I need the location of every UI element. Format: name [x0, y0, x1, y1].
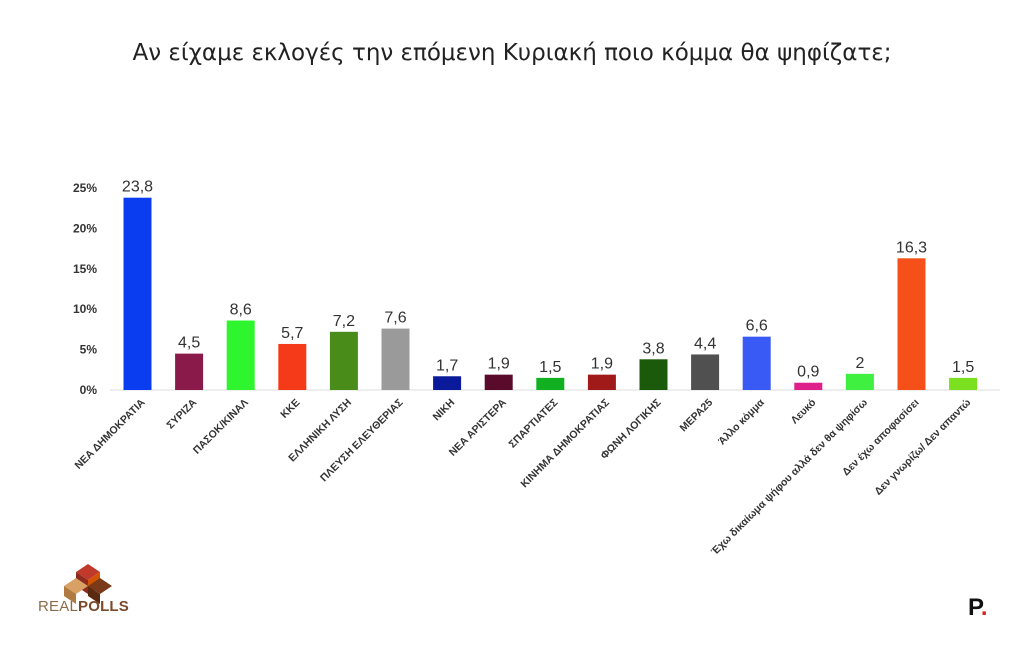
x-tick-label: ΠΑΣΟΚ/ΚΙΝΑΛ: [191, 397, 251, 457]
data-label: 16,3: [896, 239, 927, 256]
data-label: 1,5: [539, 359, 561, 376]
bar: [845, 373, 874, 390]
realpolls-logo-text: REALPOLLS: [38, 598, 130, 615]
chart-title: Αν είχαμε εκλογές την επόμενη Κυριακή πο…: [132, 40, 892, 66]
y-tick-label: 25%: [73, 181, 97, 195]
bar: [433, 376, 462, 390]
x-tick-label: ΚΙΝΗΜΑ ΔΗΜΟΚΡΑΤΙΑΣ: [518, 397, 612, 491]
y-tick-label: 5%: [80, 343, 98, 357]
y-tick-label: 10%: [73, 302, 97, 316]
bar: [794, 382, 823, 390]
x-tick-label: ΚΚΕ: [278, 397, 302, 421]
x-tick-label: ΜΕΡΑ25: [678, 397, 716, 435]
publisher-logo: P.: [968, 594, 988, 621]
data-label: 1,5: [952, 359, 974, 376]
data-label: 2: [855, 355, 864, 372]
bar: [949, 377, 978, 390]
bar: [639, 359, 668, 390]
bar: [329, 331, 358, 390]
y-tick-label: 0%: [80, 383, 98, 397]
bar: [381, 328, 410, 390]
bar: [175, 353, 204, 390]
data-label: 1,9: [488, 356, 510, 373]
data-label: 5,7: [281, 325, 303, 342]
data-label: 1,7: [436, 357, 458, 374]
data-label: 0,9: [797, 364, 819, 381]
data-label: 4,5: [178, 335, 200, 352]
x-tick-label: Λευκό: [789, 397, 819, 427]
bar: [123, 197, 152, 390]
x-tick-label: Άλλο κόμμα: [716, 396, 767, 447]
x-tick-label: ΣΥΡΙΖΑ: [164, 396, 199, 431]
y-tick-label: 15%: [73, 262, 97, 276]
data-label: 7,2: [333, 313, 355, 330]
bar: [484, 374, 513, 390]
data-label: 6,6: [746, 318, 768, 335]
bar: [742, 336, 771, 390]
x-tick-label: ΣΠΑΡΤΙΑΤΕΣ: [507, 397, 561, 451]
bar: [226, 320, 255, 390]
bar: [691, 354, 720, 390]
data-label: 7,6: [384, 310, 406, 327]
data-label: 8,6: [230, 302, 252, 319]
x-tick-label: ΝΕΑ ΔΗΜΟΚΡΑΤΙΑ: [73, 396, 148, 471]
bar: [587, 374, 616, 390]
x-tick-label: Δεν γνωρίζω/ Δεν απαντώ: [872, 397, 973, 498]
bar: [278, 343, 307, 390]
data-label: 23,8: [122, 179, 153, 196]
y-tick-label: 20%: [73, 221, 97, 235]
x-tick-label: ΝΙΚΗ: [431, 397, 458, 424]
data-label: 4,4: [694, 335, 716, 352]
bar: [536, 377, 565, 390]
bar: [897, 258, 926, 390]
data-label: 3,8: [642, 340, 664, 357]
data-label: 1,9: [591, 356, 613, 373]
realpolls-logo-icon: [64, 564, 112, 604]
